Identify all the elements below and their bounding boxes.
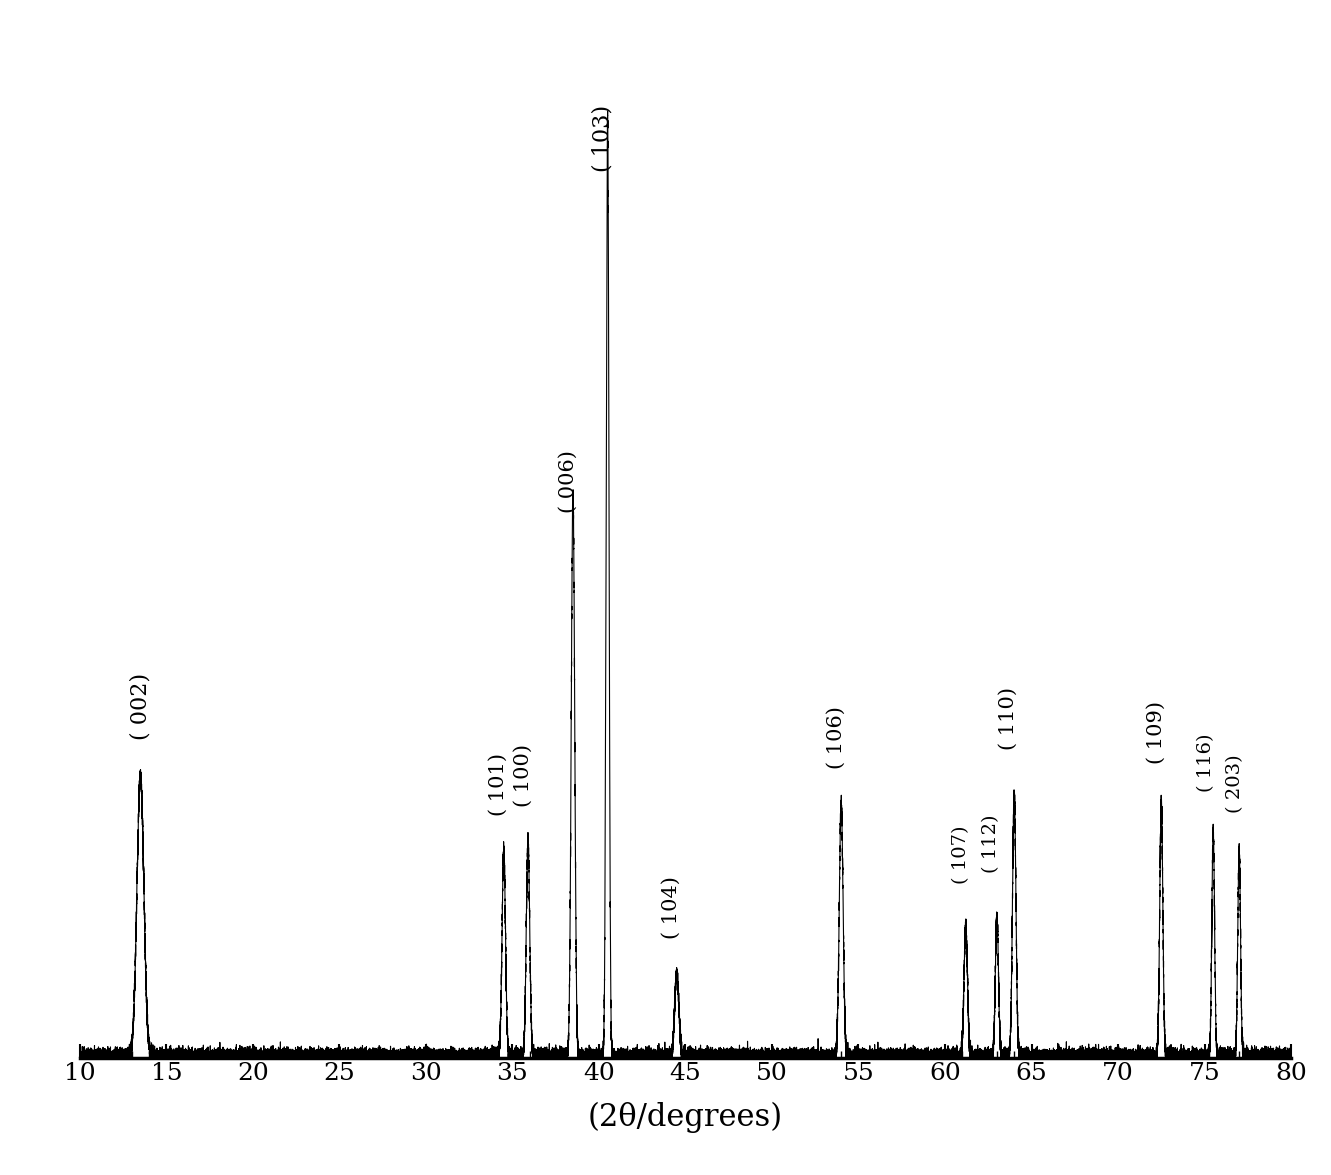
Text: ( 100): ( 100) [514, 744, 534, 807]
Text: ( 110): ( 110) [998, 687, 1018, 750]
Text: ( 107): ( 107) [952, 826, 969, 885]
Text: ( 103): ( 103) [591, 106, 614, 173]
Text: ( 112): ( 112) [982, 814, 1000, 873]
Text: ( 203): ( 203) [1226, 754, 1244, 813]
Text: ( 002): ( 002) [129, 673, 152, 740]
Text: ( 104): ( 104) [662, 877, 681, 939]
X-axis label: (2θ/degrees): (2θ/degrees) [588, 1102, 783, 1133]
Text: ( 006): ( 006) [558, 450, 578, 513]
Text: ( 116): ( 116) [1198, 734, 1215, 792]
Text: ( 109): ( 109) [1146, 701, 1166, 764]
Text: ( 106): ( 106) [827, 706, 845, 768]
Text: ( 101): ( 101) [488, 753, 508, 817]
